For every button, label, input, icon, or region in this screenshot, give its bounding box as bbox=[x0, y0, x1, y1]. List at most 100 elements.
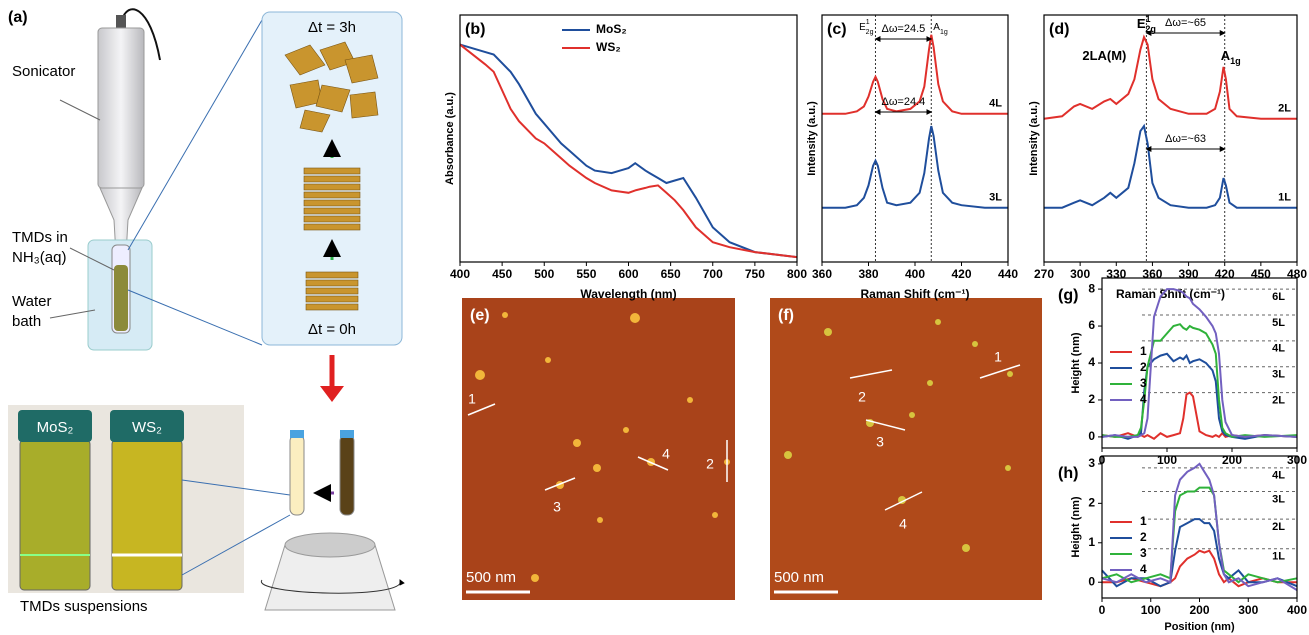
x-tick-label: 200 bbox=[1222, 453, 1242, 467]
level-label: 3L bbox=[1272, 369, 1285, 381]
legend-label: 2 bbox=[1140, 360, 1147, 374]
y-axis-label: Intensity (a.u.) bbox=[1028, 101, 1040, 176]
afm-image bbox=[770, 298, 1042, 600]
legend-label: WS₂ bbox=[596, 40, 621, 54]
y-tick-label: 6 bbox=[1088, 318, 1095, 332]
label-part: A bbox=[933, 22, 940, 33]
x-axis-label: Raman Shift (cm⁻¹) bbox=[860, 287, 969, 301]
series-label: 4L bbox=[989, 98, 1002, 110]
profile-line bbox=[865, 419, 906, 431]
series-line bbox=[1101, 288, 1298, 438]
x-tick-label: 360 bbox=[1142, 267, 1162, 281]
pointer bbox=[69, 247, 115, 271]
profile-line bbox=[849, 369, 893, 379]
connector bbox=[116, 15, 126, 29]
panel-label: (g) bbox=[1058, 287, 1078, 304]
particles bbox=[475, 312, 730, 582]
series-line bbox=[1101, 486, 1298, 584]
vial bbox=[111, 439, 183, 591]
label-sub: 1g bbox=[940, 29, 948, 36]
series-line bbox=[1101, 323, 1298, 438]
level-label: 5L bbox=[1272, 317, 1285, 329]
x-tick-label: 100 bbox=[1141, 603, 1161, 617]
level-label: 2L bbox=[1272, 521, 1285, 533]
scale-label: 500 nm bbox=[466, 569, 516, 586]
tube-cap bbox=[340, 430, 354, 438]
series-line bbox=[822, 34, 1008, 115]
y-tick-label: 4 bbox=[1088, 355, 1095, 369]
cable bbox=[121, 8, 161, 61]
flakes bbox=[284, 41, 379, 133]
legend-label: 1 bbox=[1140, 514, 1147, 528]
legend-label: 1 bbox=[1140, 344, 1147, 358]
plot-frame bbox=[821, 14, 1009, 263]
series-line bbox=[1101, 462, 1298, 591]
x-tick-label: 550 bbox=[576, 267, 596, 281]
cap bbox=[110, 410, 184, 442]
legend-label: 2 bbox=[1140, 530, 1147, 544]
panel-label: (b) bbox=[465, 21, 485, 38]
panel-label: (d) bbox=[1049, 21, 1069, 38]
y-axis-label: Height (nm) bbox=[1070, 496, 1082, 557]
zoom-line bbox=[127, 289, 263, 346]
stack bbox=[305, 271, 359, 311]
panel-label: (e) bbox=[470, 307, 490, 324]
label: bath bbox=[12, 313, 41, 330]
level-label: 3L bbox=[1272, 493, 1285, 505]
plot-frame bbox=[1101, 455, 1298, 599]
profile-line bbox=[467, 403, 496, 416]
series-line bbox=[1043, 34, 1297, 120]
profile-line bbox=[544, 477, 576, 491]
plot-frame bbox=[1043, 14, 1298, 263]
rotor bbox=[284, 532, 376, 558]
x-axis-label: Position (nm) bbox=[1164, 621, 1235, 633]
series-label: 1L bbox=[1278, 192, 1291, 204]
pointer bbox=[59, 99, 101, 121]
label-sub: 2g bbox=[1145, 24, 1156, 34]
legend-label: 4 bbox=[1140, 562, 1147, 576]
profile-label: 1 bbox=[994, 349, 1002, 365]
delta-label: Δω=24.5 bbox=[881, 23, 925, 35]
y-tick-label: 0 bbox=[1088, 574, 1095, 588]
label-part: E bbox=[1137, 16, 1146, 31]
label: Δt = 3h bbox=[308, 19, 356, 36]
series-line bbox=[1101, 518, 1298, 588]
label-part: A bbox=[1221, 48, 1231, 63]
x-tick-label: 600 bbox=[618, 267, 638, 281]
x-tick-label: 200 bbox=[1189, 603, 1209, 617]
x-tick-label: 330 bbox=[1106, 267, 1126, 281]
peak-label: E1 2g bbox=[1137, 14, 1156, 34]
x-tick-label: 420 bbox=[951, 267, 971, 281]
y-tick-label: 2 bbox=[1088, 392, 1095, 406]
x-tick-label: 270 bbox=[1034, 267, 1054, 281]
panel-label: (f) bbox=[778, 307, 794, 324]
tube bbox=[289, 434, 305, 516]
peak-label: 2LA(M) bbox=[1082, 48, 1126, 63]
level-label: 4L bbox=[1272, 343, 1285, 355]
panel-label: (c) bbox=[827, 21, 847, 38]
series-line bbox=[1044, 123, 1297, 209]
x-tick-label: 100 bbox=[1157, 453, 1177, 467]
legend-label: 3 bbox=[1140, 376, 1147, 390]
x-tick-label: 800 bbox=[787, 267, 807, 281]
y-axis-label: Absorbance (a.u.) bbox=[444, 92, 456, 185]
level-label: 4L bbox=[1272, 470, 1285, 482]
tube-cap bbox=[290, 430, 304, 438]
x-tick-label: 700 bbox=[703, 267, 723, 281]
legend-label: MoS₂ bbox=[596, 22, 627, 36]
afm-e bbox=[462, 298, 735, 600]
x-tick-label: 390 bbox=[1179, 267, 1199, 281]
profile-label: 2 bbox=[706, 456, 714, 472]
x-tick-label: 400 bbox=[1287, 603, 1307, 617]
x-tick-label: 300 bbox=[1238, 603, 1258, 617]
panel-label: (a) bbox=[8, 9, 28, 26]
peak-label: E1 2g bbox=[859, 19, 873, 36]
pointer bbox=[49, 309, 96, 319]
series-line bbox=[459, 43, 798, 259]
y-tick-label: 3 bbox=[1088, 456, 1095, 470]
x-tick-label: 380 bbox=[858, 267, 878, 281]
caption: TMDs suspensions bbox=[20, 598, 148, 615]
plot-frame bbox=[459, 14, 798, 263]
profile-label: 3 bbox=[876, 434, 884, 450]
